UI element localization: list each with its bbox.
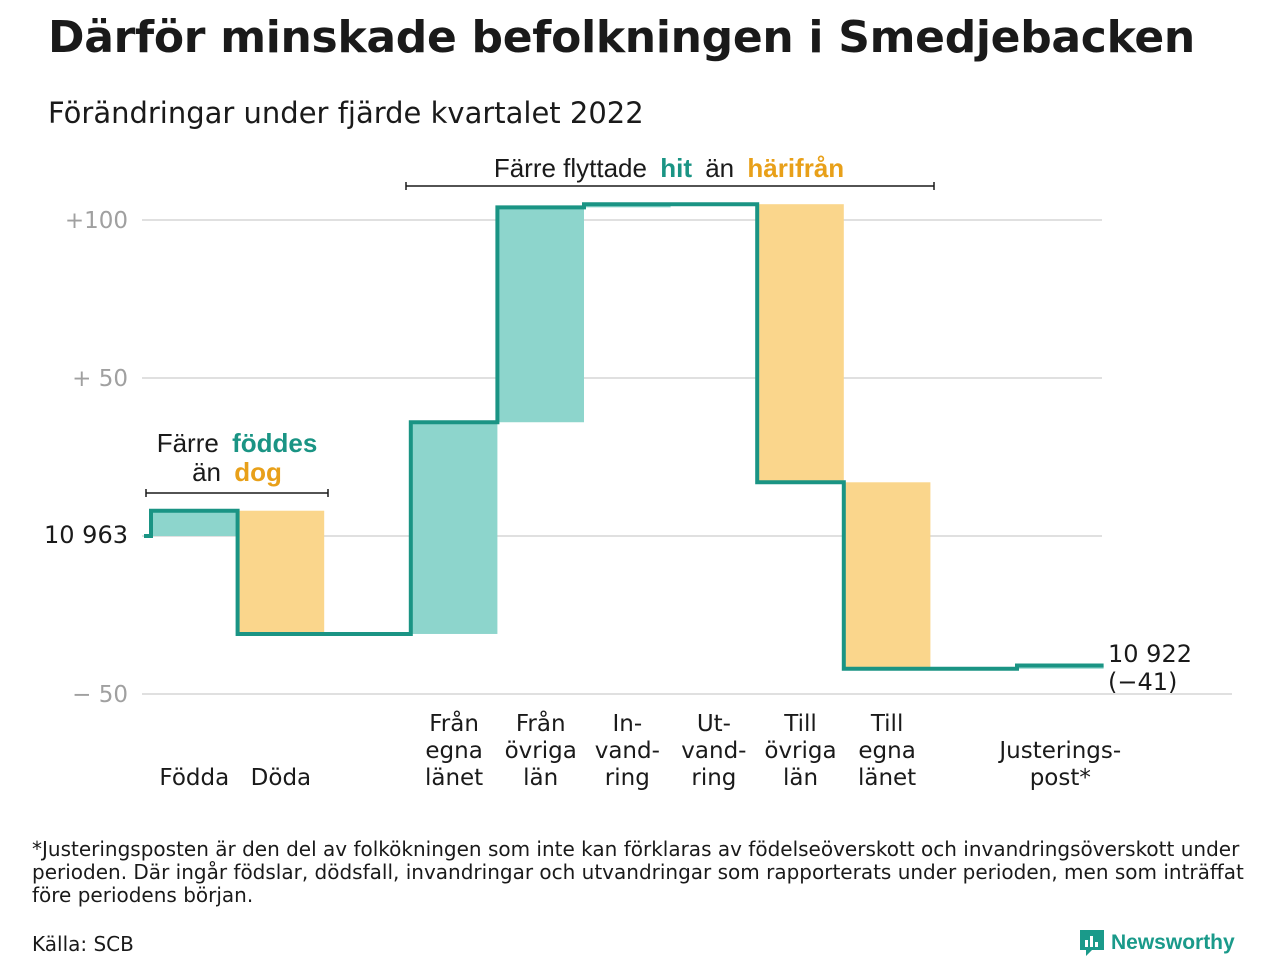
- x-label-till_ovriga: Till: [783, 711, 817, 737]
- start-value-label: 10 963: [44, 521, 128, 549]
- x-label-fran_ovriga: övriga: [505, 738, 577, 764]
- x-label-invandring: In-: [612, 711, 642, 737]
- annotation-text: Färre flyttade: [494, 153, 647, 183]
- annotation-migration: Färre flyttade hit än härifrån: [405, 153, 935, 190]
- annotation-highlight-decrease: dog: [234, 457, 282, 487]
- x-label-till_ovriga: län: [783, 765, 818, 791]
- bar-fran_ovriga: [497, 207, 584, 423]
- y-tick-label: − 50: [72, 682, 128, 708]
- x-label-fran_egna: egna: [425, 738, 482, 764]
- annotation-highlight-increase: hit: [660, 153, 692, 183]
- x-label-fran_egna: länet: [425, 765, 483, 791]
- annotation-highlight-decrease: härifrån: [747, 153, 844, 183]
- bar-till_ovriga: [757, 204, 844, 483]
- annotation-highlight-increase: föddes: [232, 428, 317, 458]
- svg-text:än dog: än dog: [192, 457, 282, 487]
- y-tick-label: + 50: [72, 366, 128, 392]
- x-label-invandring: vand-: [595, 738, 660, 764]
- annotation-text: än: [192, 457, 221, 487]
- end-change-label: (−41): [1108, 668, 1177, 696]
- annotation-text: Färre: [157, 428, 219, 458]
- y-axis-ticks: +100 + 50 − 50: [65, 208, 128, 708]
- bar-doda: [237, 510, 325, 634]
- x-label-justering: post*: [1030, 765, 1091, 791]
- annotation-births-deaths: Färre föddes än dog: [145, 428, 329, 497]
- annotation-text: än: [705, 153, 734, 183]
- y-tick-label: +100: [65, 208, 128, 234]
- x-label-fran_ovriga: Från: [516, 709, 566, 737]
- brand-name: Newsworthy: [1111, 931, 1235, 954]
- chart-title: Därför minskade befolkningen i Smedjebac…: [48, 12, 1195, 63]
- newsworthy-logo-icon: [1080, 930, 1104, 956]
- x-label-fran_ovriga: län: [523, 765, 558, 791]
- x-label-utvandring: vand-: [681, 738, 746, 764]
- source-label: Källa: SCB: [32, 932, 134, 956]
- x-label-utvandring: Ut-: [697, 711, 731, 737]
- x-label-doda: Döda: [251, 765, 311, 791]
- svg-text:Färre flyttade hit: Färre flyttade hit än härifrån: [494, 153, 844, 183]
- waterfall-chart: +100+ 50− 50 Födda DödaFrånegnalänetFrånö…: [44, 153, 1232, 791]
- x-label-fodda: Födda: [159, 765, 229, 791]
- x-label-utvandring: ring: [691, 765, 736, 791]
- x-label-till_egna: länet: [858, 765, 916, 791]
- x-axis-labels: Födda DödaFrånegnalänetFrånövrigalänIn-va…: [159, 709, 1121, 791]
- x-label-fran_egna: Från: [429, 709, 479, 737]
- footnote: *Justeringsposten är den del av folkökni…: [32, 837, 1244, 907]
- x-label-invandring: ring: [605, 765, 650, 791]
- end-value-label: 10 922: [1108, 640, 1192, 668]
- newsworthy-logo[interactable]: Newsworthy: [1078, 928, 1235, 958]
- x-label-justering: Justerings-: [997, 738, 1121, 764]
- bar-fran_egna: [410, 422, 498, 634]
- bars: [151, 204, 1104, 669]
- x-label-till_egna: egna: [858, 738, 915, 764]
- bar-till_egna: [843, 482, 931, 669]
- bar-fodda: [151, 510, 238, 536]
- svg-text:Färre föddes: Färre föddes: [157, 428, 318, 458]
- chart-subtitle: Förändringar under fjärde kvartalet 2022: [48, 96, 644, 130]
- x-label-till_egna: Till: [870, 711, 904, 737]
- running-total-line: [144, 202, 1104, 671]
- x-label-till_ovriga: övriga: [764, 738, 836, 764]
